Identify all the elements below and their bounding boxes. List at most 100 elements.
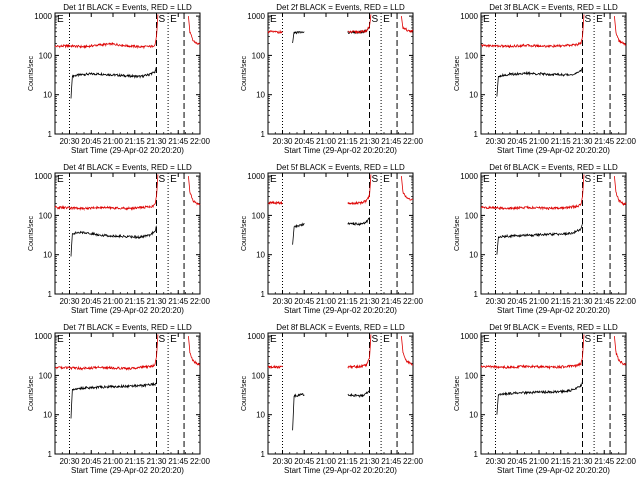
plot-frame bbox=[480, 172, 627, 295]
time-marker-label: E bbox=[596, 334, 603, 345]
detector-panel-5: Det 5f BLACK = Events, RED = LLD 1 10 100 10… bbox=[241, 163, 424, 315]
x-tick-label: 20:45 bbox=[81, 137, 102, 146]
lld-series-line bbox=[54, 334, 201, 371]
x-tick-label: 22:00 bbox=[190, 297, 211, 306]
detector-panel-2: Det 2f BLACK = Events, RED = LLD 1 10 100 10… bbox=[241, 3, 424, 155]
x-tick-label: 21:15 bbox=[551, 457, 572, 466]
y-tick-label: 1000 bbox=[34, 12, 52, 21]
y-tick-label: 1 bbox=[48, 450, 53, 459]
time-marker-label: E bbox=[170, 174, 177, 185]
time-marker-label: S bbox=[585, 14, 592, 25]
x-tick-label: 21:45 bbox=[594, 137, 615, 146]
x-tick-label: 21:45 bbox=[381, 457, 402, 466]
y-tick-label: 10 bbox=[43, 91, 52, 100]
y-axis-label: Counts/sec bbox=[28, 215, 35, 251]
time-marker-label: E bbox=[57, 14, 64, 25]
y-tick-label: 1 bbox=[48, 130, 53, 139]
x-tick-label: 20:30 bbox=[485, 297, 506, 306]
x-tick-label: 20:45 bbox=[294, 297, 315, 306]
y-tick-label: 1000 bbox=[460, 12, 478, 21]
y-tick-label: 1 bbox=[261, 130, 266, 139]
x-tick-label: 21:30 bbox=[146, 297, 167, 306]
x-tick-label: 20:45 bbox=[294, 137, 315, 146]
x-tick-label: 20:30 bbox=[485, 137, 506, 146]
y-tick-label: 1000 bbox=[460, 172, 478, 181]
y-tick-label: 1000 bbox=[247, 12, 265, 21]
x-tick-label: 22:00 bbox=[616, 297, 637, 306]
x-tick-label: 22:00 bbox=[616, 457, 637, 466]
y-tick-label: 1000 bbox=[247, 332, 265, 341]
time-marker-label: E bbox=[170, 14, 177, 25]
panel-title: Det 4f BLACK = Events, RED = LLD bbox=[63, 163, 192, 172]
x-tick-label: 21:45 bbox=[381, 137, 402, 146]
y-tick-label: 100 bbox=[465, 51, 479, 60]
x-tick-label: 21:30 bbox=[572, 457, 593, 466]
y-axis-label: Counts/sec bbox=[241, 375, 248, 411]
x-tick-label: 21:15 bbox=[551, 137, 572, 146]
time-marker-label: S bbox=[159, 334, 166, 345]
events-series-line bbox=[292, 27, 370, 44]
y-tick-label: 1 bbox=[261, 450, 266, 459]
y-tick-label: 100 bbox=[252, 371, 266, 380]
x-tick-label: 21:45 bbox=[594, 457, 615, 466]
y-tick-label: 10 bbox=[469, 411, 478, 420]
x-axis-label: Start Time (29-Apr-02 20:20:20) bbox=[284, 146, 397, 155]
x-axis-label: Start Time (29-Apr-02 20:20:20) bbox=[284, 306, 397, 315]
lld-series-line bbox=[267, 334, 414, 370]
y-tick-label: 1000 bbox=[34, 332, 52, 341]
y-tick-label: 100 bbox=[252, 51, 266, 60]
y-tick-label: 100 bbox=[39, 211, 53, 220]
plot-frame bbox=[267, 332, 414, 455]
x-tick-label: 21:15 bbox=[338, 457, 359, 466]
time-marker-label: S bbox=[159, 174, 166, 185]
y-tick-label: 1 bbox=[474, 130, 479, 139]
x-tick-label: 21:00 bbox=[103, 137, 124, 146]
detector-panel-6: Det 6f BLACK = Events, RED = LLD 1 10 100 10… bbox=[454, 163, 637, 315]
y-axis-label: Counts/sec bbox=[454, 375, 461, 411]
panel-title: Det 8f BLACK = Events, RED = LLD bbox=[276, 323, 405, 332]
time-marker-label: E bbox=[383, 334, 390, 345]
y-tick-label: 100 bbox=[39, 51, 53, 60]
time-marker-label: E bbox=[57, 174, 64, 185]
x-axis-label: Start Time (29-Apr-02 20:20:20) bbox=[497, 466, 610, 475]
time-marker-label: E bbox=[596, 174, 603, 185]
y-tick-label: 10 bbox=[469, 91, 478, 100]
time-marker-label: S bbox=[585, 174, 592, 185]
x-tick-label: 20:45 bbox=[507, 137, 528, 146]
x-tick-label: 21:00 bbox=[316, 137, 337, 146]
y-tick-label: 10 bbox=[43, 251, 52, 260]
y-tick-label: 1000 bbox=[460, 332, 478, 341]
time-marker-label: E bbox=[483, 174, 490, 185]
time-marker-label: S bbox=[585, 334, 592, 345]
time-marker-label: S bbox=[372, 334, 379, 345]
x-axis-label: Start Time (29-Apr-02 20:20:20) bbox=[497, 306, 610, 315]
x-tick-label: 21:30 bbox=[146, 137, 167, 146]
plot-frame bbox=[54, 332, 201, 455]
time-marker-label: E bbox=[57, 334, 64, 345]
x-tick-label: 21:45 bbox=[168, 297, 189, 306]
time-marker-label: E bbox=[270, 174, 277, 185]
time-marker-label: E bbox=[483, 14, 490, 25]
y-tick-label: 1 bbox=[474, 450, 479, 459]
x-tick-label: 20:45 bbox=[81, 297, 102, 306]
lld-series-line bbox=[54, 14, 201, 50]
time-marker-label: S bbox=[159, 14, 166, 25]
events-series-line bbox=[496, 381, 583, 415]
y-axis-label: Counts/sec bbox=[454, 215, 461, 251]
time-marker-label: S bbox=[372, 174, 379, 185]
x-tick-label: 21:15 bbox=[125, 297, 146, 306]
x-tick-label: 21:00 bbox=[316, 297, 337, 306]
y-axis-label: Counts/sec bbox=[241, 215, 248, 251]
y-tick-label: 1000 bbox=[34, 172, 52, 181]
plot-frame bbox=[54, 12, 201, 135]
panel-title: Det 2f BLACK = Events, RED = LLD bbox=[276, 3, 405, 12]
lld-series-line bbox=[268, 174, 414, 206]
y-tick-label: 1000 bbox=[247, 172, 265, 181]
lld-series-line bbox=[480, 14, 627, 49]
x-tick-label: 20:45 bbox=[294, 457, 315, 466]
time-marker-label: E bbox=[383, 174, 390, 185]
x-axis-label: Start Time (29-Apr-02 20:20:20) bbox=[71, 146, 184, 155]
plot-frame bbox=[267, 172, 414, 295]
y-axis-label: Counts/sec bbox=[454, 55, 461, 91]
